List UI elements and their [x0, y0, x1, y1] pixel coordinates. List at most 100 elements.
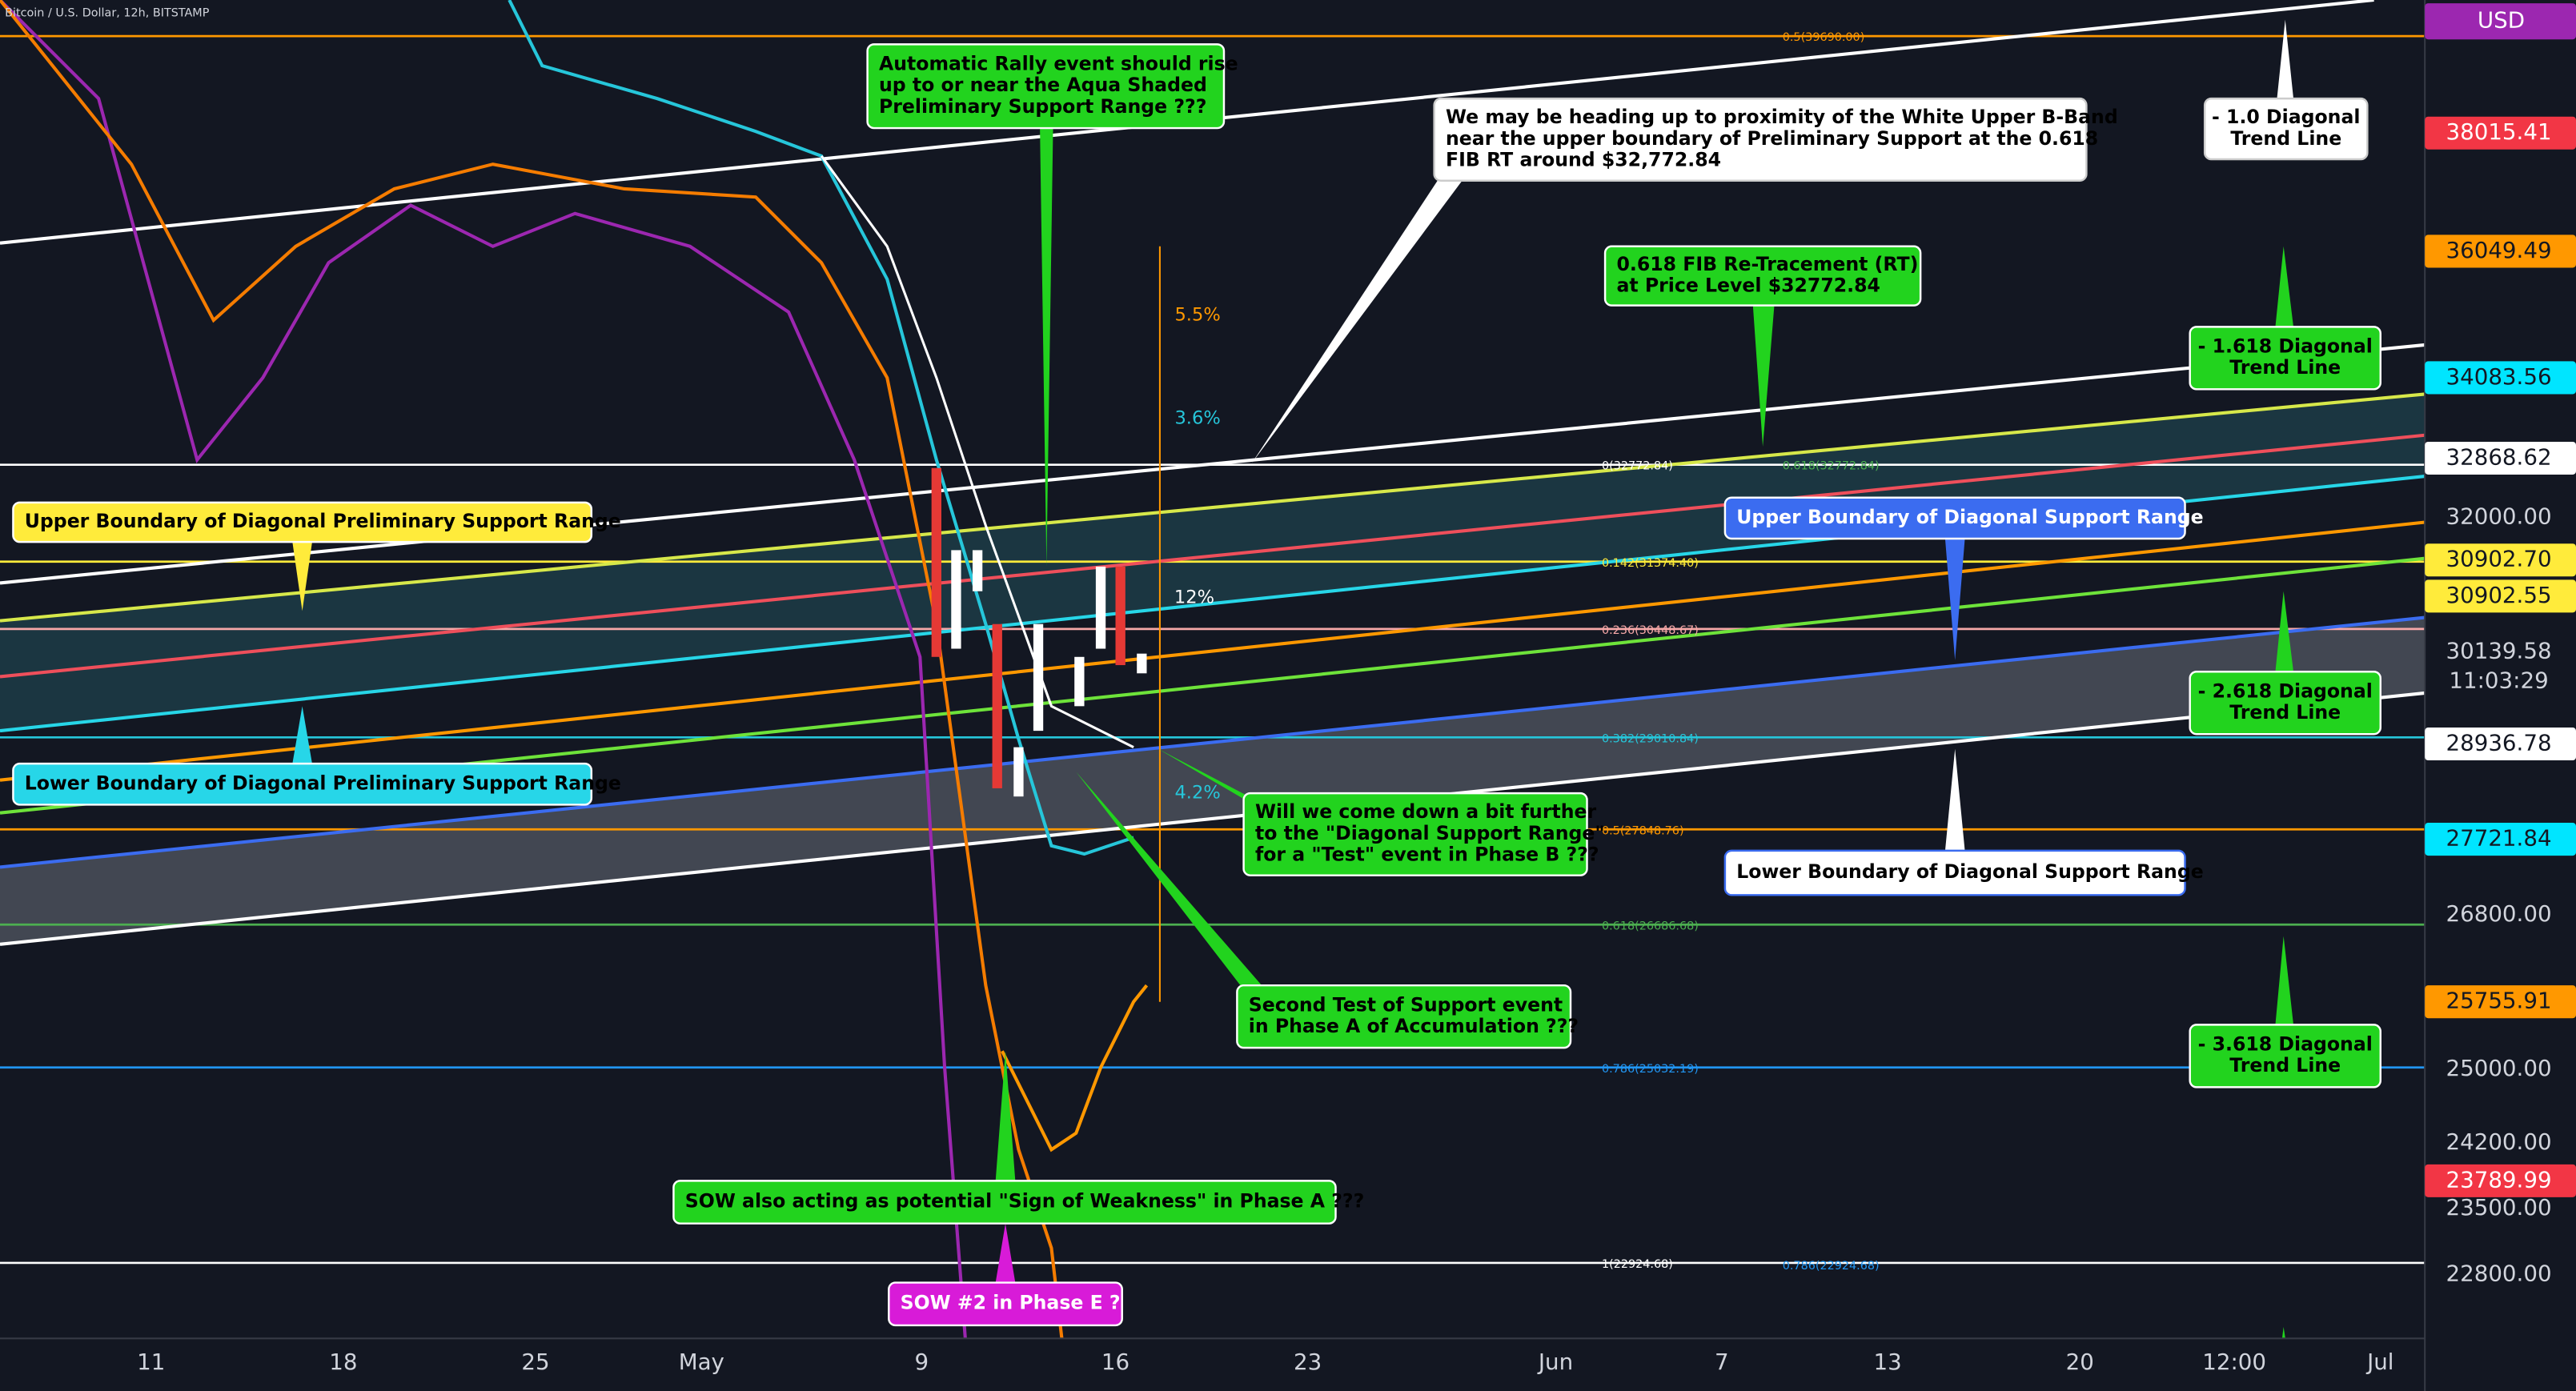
annotation-text: Lower Boundary of Diagonal Preliminary S…: [25, 772, 621, 794]
annotation-text: Will we come down a bit further: [1255, 800, 1597, 823]
time-label: 23: [1294, 1349, 1322, 1375]
time-label: 9: [915, 1349, 929, 1375]
annotation-text: Upper Boundary of Diagonal Preliminary S…: [25, 510, 621, 532]
annotation-text: Second Test of Support event: [1249, 993, 1563, 1016]
annotation-box: [672, 1180, 1337, 1225]
time-label: 13: [1873, 1349, 1901, 1375]
price-badge: [2425, 441, 2576, 475]
fib-label: 1(22924.68): [1602, 1258, 1673, 1271]
time-label: Jun: [1537, 1349, 1573, 1375]
candle: [992, 623, 1002, 788]
percent-label: 4.2%: [1174, 783, 1220, 804]
band: [820, 155, 1134, 749]
pointer: [1944, 748, 1965, 851]
pointer: [2275, 246, 2294, 327]
annotation-box: [1433, 97, 2088, 182]
annotation-box: [1723, 496, 2186, 540]
price-badge: [2425, 1164, 2576, 1197]
diagonal-line: [0, 392, 2426, 623]
price-badge: [2425, 728, 2576, 761]
annotation-box: [2189, 326, 2382, 391]
time-axis: [0, 1338, 2426, 1391]
annotation-text: SOW also acting as potential "Sign of We…: [685, 1190, 1364, 1213]
time-label: 7: [1715, 1349, 1729, 1375]
annotation-text: Automatic Rally event should rise: [879, 53, 1238, 75]
diagonal-line: [0, 343, 2426, 585]
annotation-text: at Price Level $32772.84: [1616, 275, 1880, 297]
fib-label: 0.142(31374.40): [1602, 557, 1699, 570]
symbol: Bitcoin / U.S. Dollar, 12h, BITSTAMP: [5, 6, 210, 19]
annotation-box: [2189, 671, 2382, 736]
annotation-box: [12, 762, 593, 806]
price-label: 24200.00: [2446, 1128, 2551, 1155]
fib-lines: [0, 34, 2426, 1265]
price-label: 30139.58: [2446, 638, 2551, 664]
fib-label: 0.236(30448.67): [1602, 624, 1699, 637]
annotation-text: near the upper boundary of Preliminary S…: [1446, 127, 2098, 150]
price-badge: [2425, 543, 2576, 577]
pointer: [292, 706, 312, 764]
price-label: 26800.00: [2446, 900, 2551, 927]
diagonal-line: [0, 433, 2426, 679]
candle: [1137, 653, 1147, 674]
currency: USD: [2478, 7, 2525, 34]
price-label: 32868.62: [2446, 443, 2551, 470]
price-label: 36049.49: [2446, 237, 2551, 263]
time-label: 18: [329, 1349, 357, 1375]
fib-label: 0.786(25032.19): [1602, 1063, 1699, 1076]
annotation-box: [1603, 245, 1922, 307]
percent-label: 5.5%: [1174, 304, 1220, 325]
time-label: 11: [137, 1349, 165, 1375]
fib-label: 0.5(39690.00): [1783, 31, 1865, 44]
annotation-text: - 2.618 Diagonal: [2198, 679, 2373, 702]
price-label: 23789.99: [2446, 1166, 2551, 1193]
price-badge: [2425, 985, 2576, 1019]
annotation-text: Trend Line: [2229, 701, 2341, 724]
annotation-box: [2189, 1024, 2382, 1088]
band: [508, 0, 1134, 856]
annotation-text: to the "Diagonal Support Range": [1255, 822, 1605, 844]
time-label: 20: [2066, 1349, 2094, 1375]
annotation-text: - 1.618 Diagonal: [2198, 335, 2373, 357]
pointer: [995, 1051, 1016, 1181]
price-label: 25000.00: [2446, 1055, 2551, 1081]
annotation-text: up to or near the Aqua Shaded: [879, 74, 1207, 96]
price-label: 28936.78: [2446, 730, 2551, 756]
candle: [1013, 747, 1024, 797]
price-label: 34083.56: [2446, 363, 2551, 390]
price-badge: [2425, 3, 2576, 40]
band: [0, 0, 971, 1391]
price-label: 30902.70: [2446, 546, 2551, 572]
annotation-text: Trend Line: [2229, 356, 2341, 379]
pointer: [1040, 128, 1053, 567]
annotation-box: [1242, 792, 1588, 876]
fib-label: 0.382(29010.84): [1602, 732, 1699, 745]
candle: [1095, 566, 1106, 649]
candle: [1074, 656, 1085, 707]
pointer: [2277, 19, 2294, 99]
time-label: May: [679, 1349, 724, 1375]
annotation-text: Preliminary Support Range ???: [879, 95, 1206, 118]
annotation-box: [1236, 984, 1572, 1049]
pointer: [1076, 772, 1262, 986]
annotation-text: for a "Test" event in Phase B ???: [1255, 844, 1599, 866]
fib-label: 0.618(32772.84): [1783, 460, 1880, 473]
annotation-text: - 1.0 Diagonal: [2212, 106, 2360, 128]
annotation-text: Lower Boundary of Diagonal Support Range: [1736, 860, 2203, 883]
annotation-text: in Phase A of Accumulation ???: [1249, 1015, 1579, 1037]
annotation-text: Trend Line: [2230, 127, 2341, 150]
annotation-text: - 3.618 Diagonal: [2198, 1033, 2373, 1056]
annotation-box: [866, 43, 1226, 130]
price-label: 30902.55: [2446, 582, 2551, 608]
price-label: 23500.00: [2446, 1194, 2551, 1221]
fib-label: 0.786(22924.68): [1783, 1260, 1880, 1273]
annotation-box: [12, 501, 593, 543]
candles: [931, 467, 1147, 797]
annotation-text: 0.618 FIB Re-Tracement (RT): [1616, 253, 1918, 275]
annotation-box: [2203, 97, 2369, 161]
price-axis: [2425, 0, 2576, 1391]
pointer: [1251, 180, 1463, 463]
